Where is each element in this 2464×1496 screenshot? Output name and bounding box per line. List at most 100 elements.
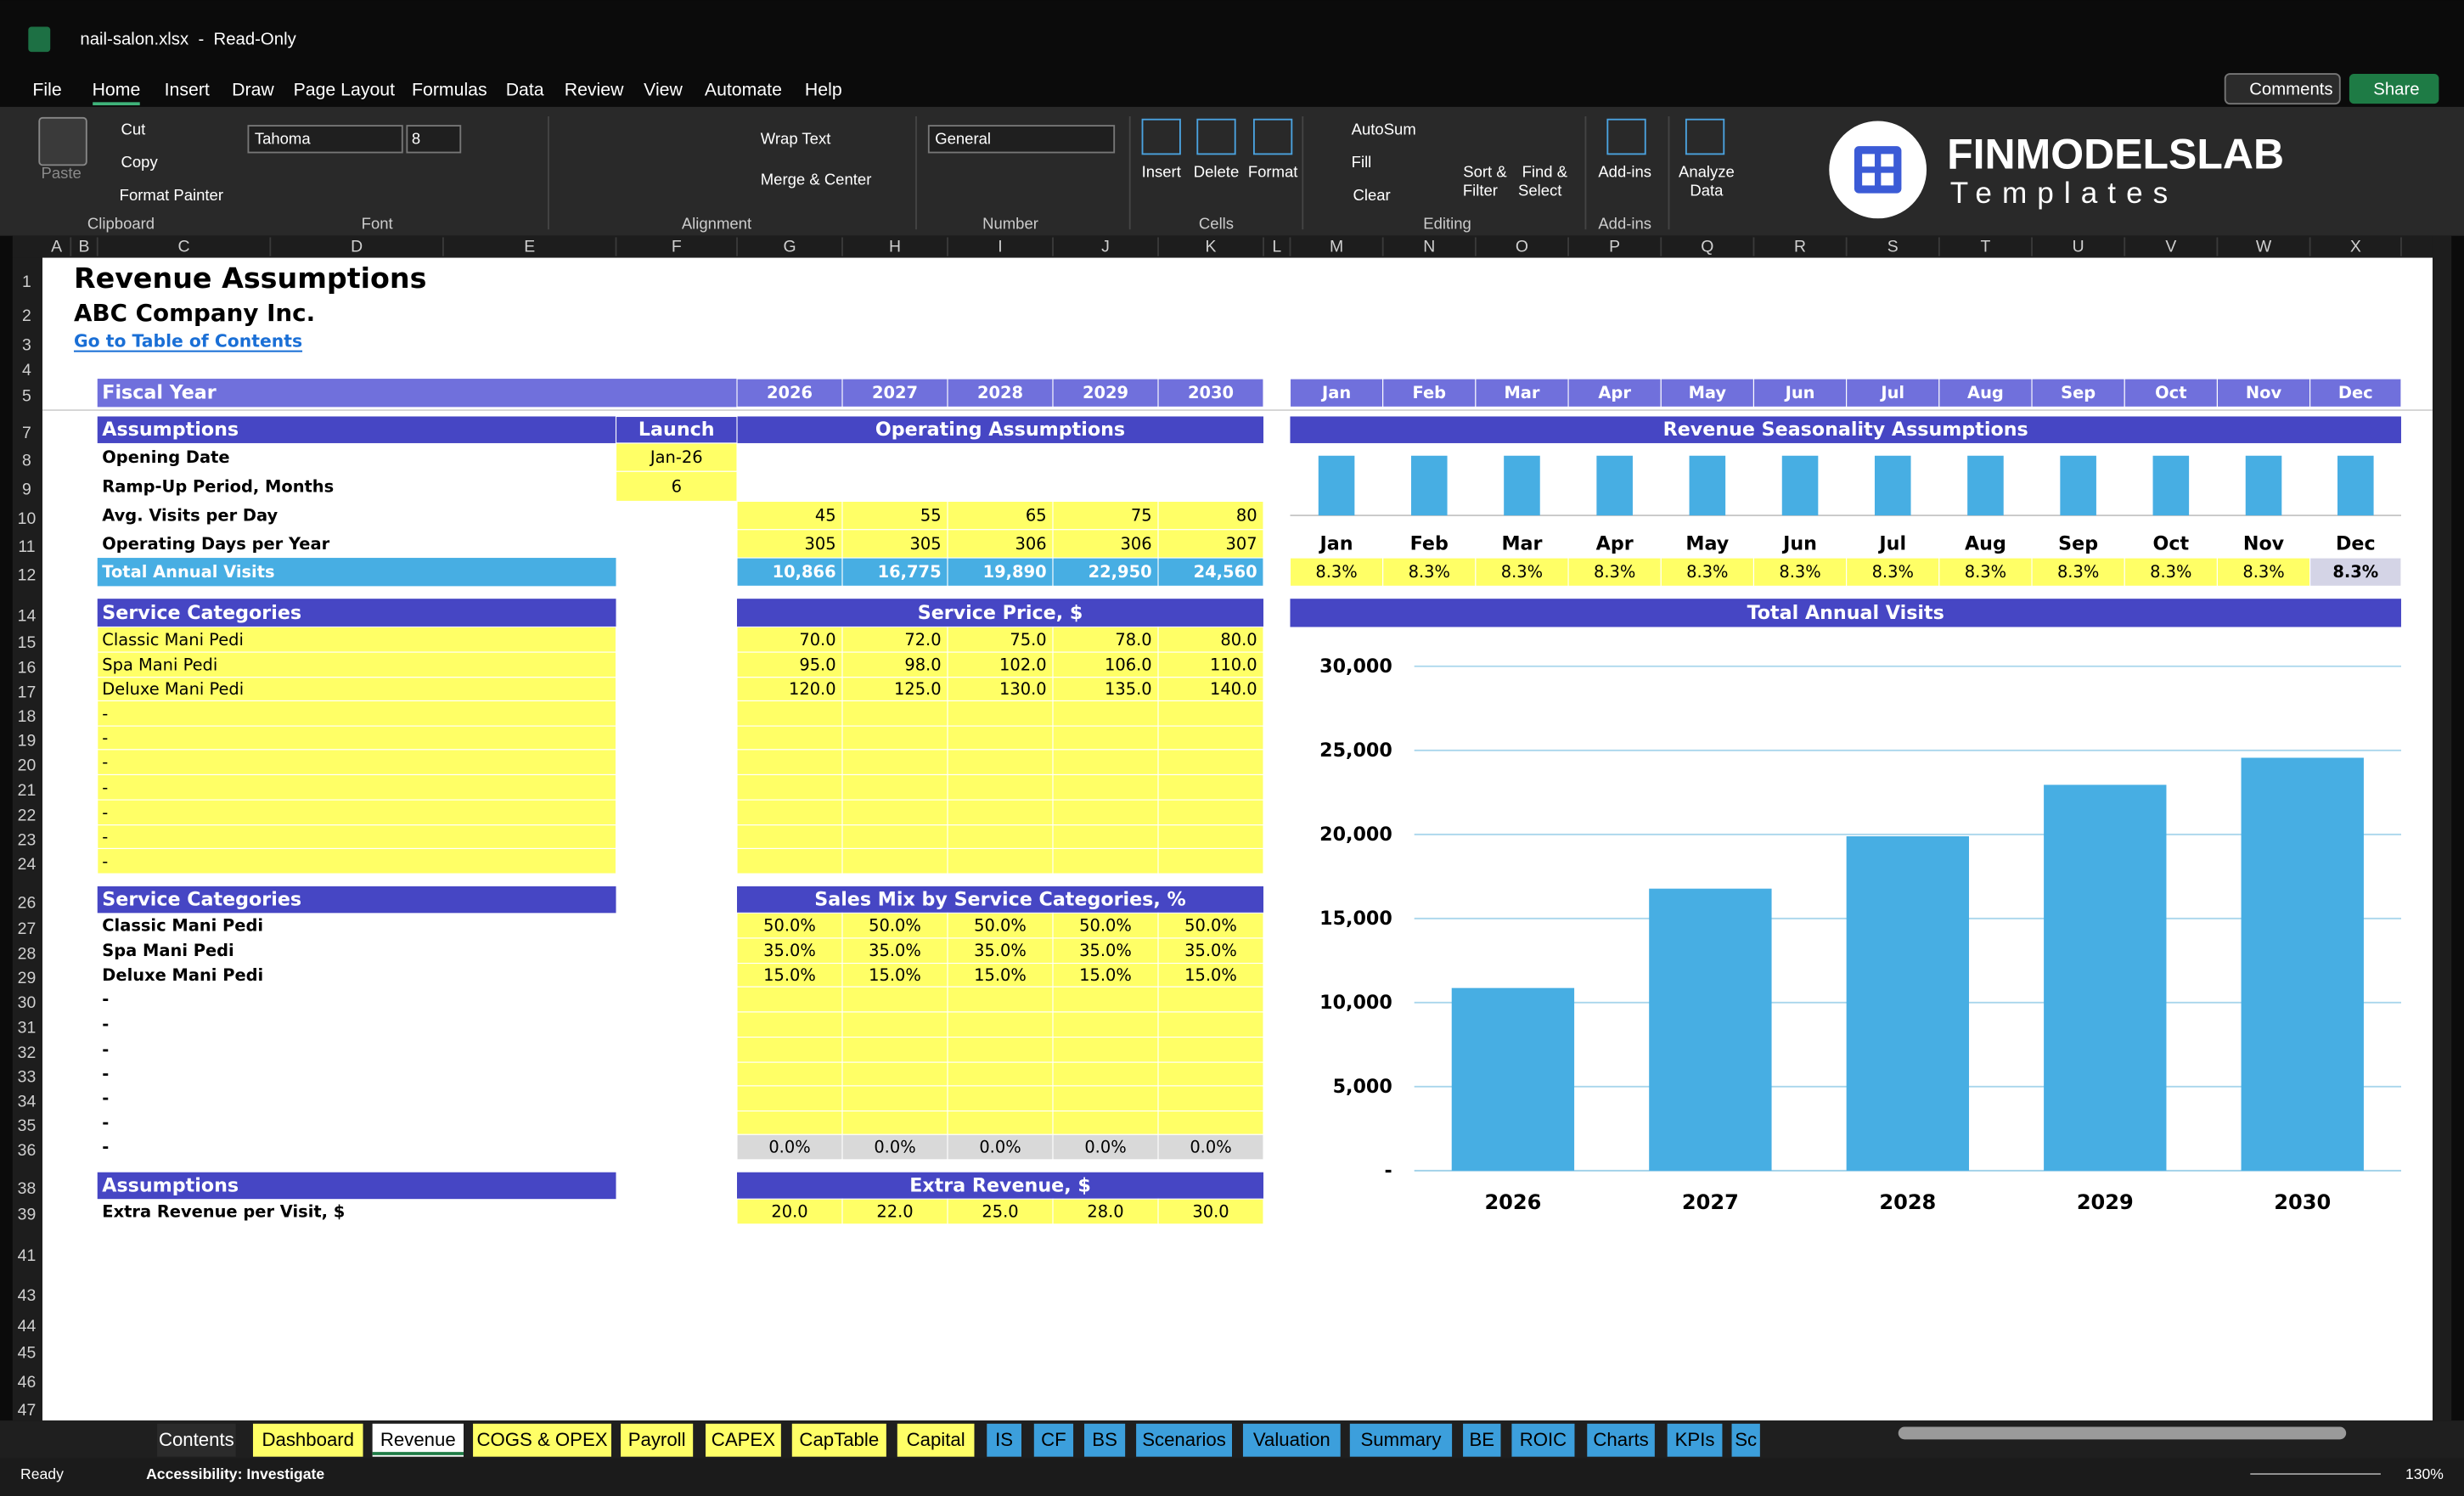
month-cell	[1660, 378, 1755, 408]
sheet-tab-label[interactable]: CapTable	[799, 1429, 879, 1450]
sheet-tab[interactable]	[1667, 1423, 1723, 1457]
month-cell	[2309, 378, 2402, 408]
sheet-tab[interactable]	[473, 1423, 611, 1457]
column-header: N	[1423, 238, 1435, 256]
ribbon-label[interactable]: Delete	[1194, 162, 1239, 180]
ribbon-label[interactable]: Cut	[121, 120, 146, 138]
ribbon-label[interactable]: Merge & Center	[761, 171, 872, 188]
ribbon-icon	[1606, 118, 1646, 155]
month-cell	[2124, 378, 2218, 408]
sheet-tab-label[interactable]: Valuation	[1253, 1429, 1330, 1450]
row-label: Ramp-Up Period, Months	[102, 476, 334, 496]
month-axis-label: Aug	[1965, 532, 2006, 554]
sheet-tab[interactable]	[1084, 1423, 1126, 1457]
sheet-tab-label[interactable]: Revenue	[380, 1429, 456, 1450]
sheet-tab[interactable]	[1511, 1423, 1575, 1457]
ribbon-label[interactable]: Clear	[1353, 186, 1391, 204]
sheet-tab-label[interactable]: Summary	[1360, 1429, 1442, 1450]
ribbon-label[interactable]: Insert	[1142, 162, 1181, 180]
sheet-tab-label[interactable]: COGS & OPEX	[476, 1429, 607, 1450]
column-header: M	[1330, 238, 1343, 256]
ribbon-label[interactable]: Add-ins	[1598, 162, 1651, 180]
row-header: 35	[18, 1116, 37, 1135]
sheet-tab-label[interactable]: Contents	[159, 1429, 234, 1450]
sheet-tab[interactable]	[705, 1423, 781, 1457]
ribbon-label[interactable]: 8	[412, 129, 420, 147]
sheet-tab[interactable]	[987, 1423, 1021, 1457]
share-button[interactable]	[2349, 74, 2439, 104]
ribbon-label[interactable]: Fill	[1352, 153, 1372, 171]
sheet-tab-label[interactable]: Scenarios	[1142, 1429, 1226, 1450]
sheet-tab-label[interactable]: BS	[1092, 1429, 1117, 1450]
sheet-tab-label[interactable]: Charts	[1593, 1429, 1648, 1450]
menu-tab[interactable]: Formulas	[412, 80, 487, 100]
share-label[interactable]: Share	[2373, 81, 2419, 99]
sheet-tab[interactable]	[1136, 1423, 1232, 1457]
ribbon-label[interactable]: Sort &	[1463, 162, 1507, 180]
bar	[1846, 835, 1970, 1171]
category-name: -	[102, 1113, 109, 1133]
ribbon-label[interactable]: Tahoma	[255, 129, 312, 147]
month-label: May	[1689, 383, 1727, 402]
sheet-tab[interactable]	[1033, 1423, 1074, 1457]
sheet-tab[interactable]	[1587, 1423, 1655, 1457]
ribbon-label[interactable]: Find &	[1522, 162, 1568, 180]
sheet-tab[interactable]	[1731, 1423, 1760, 1457]
sheet-tab-label[interactable]: ROIC	[1520, 1429, 1567, 1450]
row-header: 36	[18, 1141, 37, 1160]
sheet-tab[interactable]	[897, 1423, 975, 1457]
sheet-tab[interactable]	[157, 1423, 236, 1457]
comments-label[interactable]: Comments	[2249, 81, 2332, 99]
x-tick-label: 2027	[1682, 1190, 1739, 1214]
year-label: 2029	[1083, 383, 1128, 402]
sheet-tab[interactable]	[372, 1423, 464, 1457]
ribbon-label[interactable]: Copy	[121, 153, 159, 171]
ribbon-label[interactable]: Wrap Text	[761, 129, 831, 147]
sheet-tab[interactable]	[252, 1423, 363, 1457]
menu-tab[interactable]: Data	[506, 80, 544, 100]
seasonality-value: 8.3%	[1686, 562, 1728, 582]
ribbon-label[interactable]: AutoSum	[1352, 120, 1416, 138]
input-cell	[841, 773, 948, 801]
status-bar	[0, 1458, 2464, 1496]
menu-tab[interactable]: Home	[93, 80, 141, 100]
input-cell	[736, 1036, 843, 1063]
sheet-tab-label[interactable]: Capital	[907, 1429, 965, 1450]
input-cell	[736, 847, 843, 875]
sheet-tab-label[interactable]: CAPEX	[712, 1429, 775, 1450]
menu-tab[interactable]: File	[32, 80, 61, 100]
menu-tab[interactable]: Help	[805, 80, 842, 100]
ribbon-label[interactable]: Data	[1690, 181, 1724, 199]
sheet-tab-label[interactable]: CF	[1041, 1429, 1066, 1450]
ribbon-label[interactable]: Select	[1518, 181, 1561, 199]
menu-tab[interactable]: Insert	[165, 80, 210, 100]
sheet-tab-label[interactable]: Sc	[1735, 1429, 1757, 1450]
ribbon-label[interactable]: Filter	[1463, 181, 1498, 199]
ribbon-label[interactable]: Analyze	[1679, 162, 1735, 180]
menu-tab[interactable]: View	[644, 80, 683, 100]
toc-link[interactable]: Go to Table of Contents	[74, 331, 302, 352]
logo-cell	[1881, 154, 1894, 167]
comments-button[interactable]	[2224, 73, 2341, 105]
ribbon-label[interactable]: Format	[1248, 162, 1298, 180]
menu-tab[interactable]: Review	[565, 80, 624, 100]
menu-tab[interactable]: Draw	[232, 80, 274, 100]
menu-tab[interactable]: Page Layout	[294, 80, 396, 100]
sheet-tab[interactable]	[1242, 1423, 1341, 1457]
sheet-tab-label[interactable]: IS	[995, 1429, 1013, 1450]
seasonality-cell	[1846, 557, 1940, 587]
sheet-tab-label[interactable]: BE	[1469, 1429, 1494, 1450]
sheet-tab[interactable]	[621, 1423, 694, 1457]
sheet-tab-label[interactable]: KPIs	[1675, 1429, 1715, 1450]
menu-tab[interactable]: Automate	[705, 80, 782, 100]
sheet-tab[interactable]	[1463, 1423, 1501, 1457]
sheet-tab-label[interactable]: Dashboard	[262, 1429, 354, 1450]
sheet-tab[interactable]	[1349, 1423, 1453, 1457]
ribbon-label[interactable]: Paste	[42, 164, 82, 182]
ribbon-label[interactable]: Format Painter	[120, 186, 223, 204]
y-tick-label: 25,000	[1319, 740, 1392, 762]
ribbon-label[interactable]: General	[935, 129, 991, 147]
sheet-tab-label[interactable]: Payroll	[628, 1429, 686, 1450]
seasonality-value: 8.3%	[2332, 562, 2378, 582]
sheet-tab[interactable]	[791, 1423, 886, 1457]
